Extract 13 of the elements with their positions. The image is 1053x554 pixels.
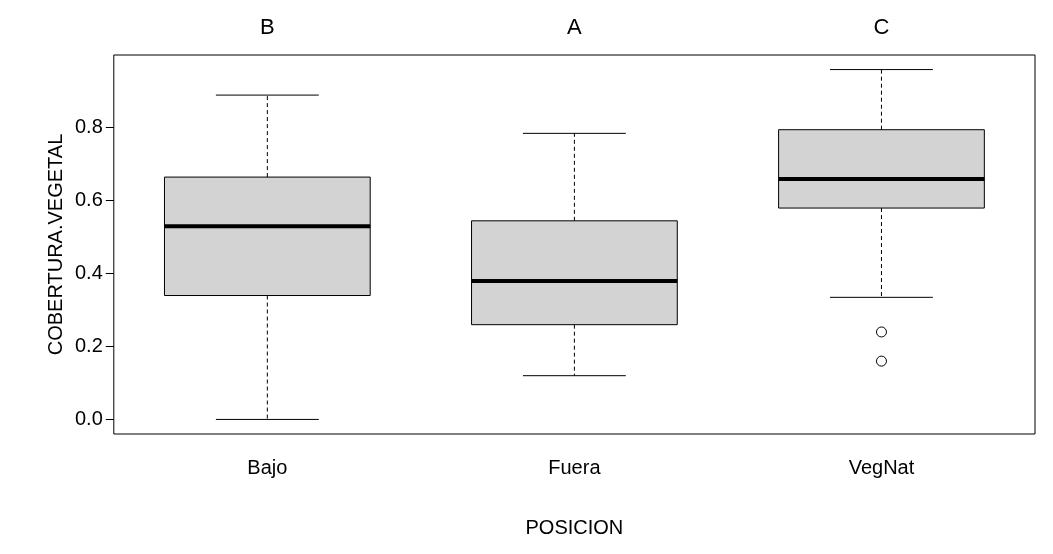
y-tick-label: 0.8 (74, 115, 103, 138)
y-tick-label: 0.2 (74, 334, 103, 357)
text: B (259, 14, 275, 40)
y-axis-title: COBERTURA.VEGETAL (43, 133, 66, 356)
y-tick-label: 0.6 (74, 188, 103, 211)
y-tick-label: 0.4 (74, 261, 103, 284)
text: A (567, 14, 583, 40)
x-axis-title: POSICION (525, 515, 624, 538)
y-tick-label: 0.0 (74, 406, 103, 429)
x-tick-label: Fuera (548, 455, 602, 478)
x-tick-label: Bajo (247, 455, 288, 478)
text: C (873, 14, 890, 40)
x-tick-label: VegNat (848, 455, 915, 478)
